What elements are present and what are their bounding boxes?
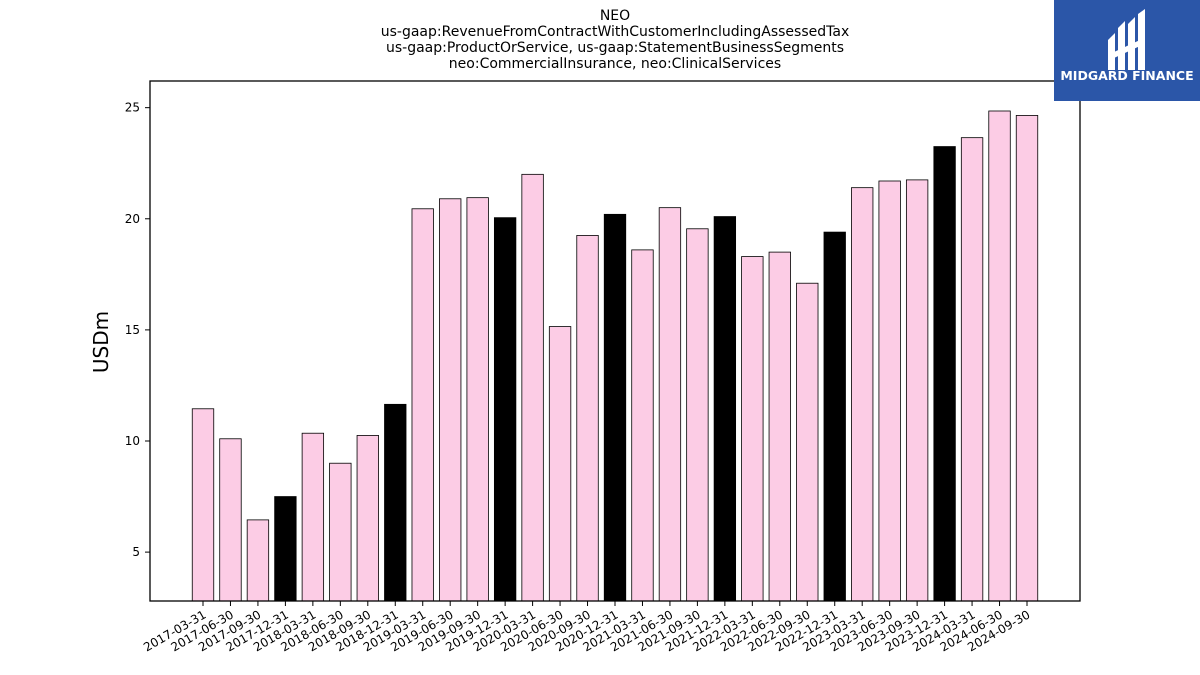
bar-2023-12-31 bbox=[933, 146, 956, 602]
bar-2023-06-30 bbox=[878, 180, 901, 602]
bar-2024-09-30 bbox=[1015, 115, 1039, 602]
logo-text: MIDGARD FINANCE bbox=[1060, 68, 1193, 83]
bar-2019-06-30 bbox=[439, 198, 462, 602]
bar-2019-09-30 bbox=[466, 197, 489, 602]
bar-2020-12-31 bbox=[603, 213, 627, 602]
bar-2023-03-31 bbox=[851, 187, 874, 602]
bar-2022-03-31 bbox=[741, 256, 764, 602]
bar-2021-12-31 bbox=[713, 216, 737, 602]
y-axis-label: USDm bbox=[89, 311, 113, 373]
x-axis-ticks: 2017-03-312017-06-302017-09-302017-12-31… bbox=[141, 601, 1033, 654]
bar-2017-03-31 bbox=[191, 408, 215, 602]
bar-2019-12-31 bbox=[493, 217, 517, 602]
chart-title-line-4: neo:CommercialInsurance, neo:ClinicalSer… bbox=[449, 56, 781, 72]
bar-2021-09-30 bbox=[686, 228, 709, 602]
bar-2024-06-30 bbox=[988, 110, 1011, 602]
y-tick-label: 25 bbox=[125, 101, 140, 115]
y-tick-label: 15 bbox=[125, 323, 140, 337]
bar-2018-06-30 bbox=[329, 462, 352, 602]
bar-2023-09-30 bbox=[905, 179, 929, 602]
bar-2020-06-30 bbox=[548, 326, 572, 602]
chart-title-line-1: NEO bbox=[600, 8, 630, 24]
bar-2017-06-30 bbox=[219, 438, 242, 602]
y-axis-ticks: 5 10 15 20 25 bbox=[125, 101, 150, 559]
chart-title: NEO us-gaap:RevenueFromContractWithCusto… bbox=[381, 8, 850, 72]
y-tick-label: 10 bbox=[125, 434, 140, 448]
bar-2024-03-31 bbox=[960, 137, 984, 602]
bar-2022-06-30 bbox=[768, 251, 791, 602]
bar-2018-12-31 bbox=[384, 403, 407, 602]
bar-2021-06-30 bbox=[658, 207, 682, 602]
bar-2019-03-31 bbox=[411, 208, 434, 602]
bar-2020-03-31 bbox=[521, 173, 544, 602]
y-tick-label: 20 bbox=[125, 212, 140, 226]
bars-group bbox=[191, 110, 1039, 602]
bar-2017-09-30 bbox=[246, 519, 270, 602]
bar-2020-09-30 bbox=[576, 235, 599, 602]
plot-frame bbox=[149, 80, 1081, 602]
bar-2018-09-30 bbox=[356, 435, 379, 602]
midgard-finance-logo: MIDGARD FINANCE bbox=[1054, 0, 1200, 101]
bar-2018-03-31 bbox=[301, 432, 325, 602]
y-tick-label: 5 bbox=[132, 545, 140, 559]
chart-title-line-3: us-gaap:ProductOrService, us-gaap:Statem… bbox=[386, 40, 844, 56]
logo-mark-icon bbox=[1108, 9, 1145, 70]
bar-2022-12-31 bbox=[823, 231, 846, 602]
bar-2017-12-31 bbox=[274, 496, 297, 602]
bar-2021-03-31 bbox=[631, 249, 654, 602]
bar-2022-09-30 bbox=[796, 282, 819, 602]
chart-title-line-2: us-gaap:RevenueFromContractWithCustomerI… bbox=[381, 24, 850, 40]
